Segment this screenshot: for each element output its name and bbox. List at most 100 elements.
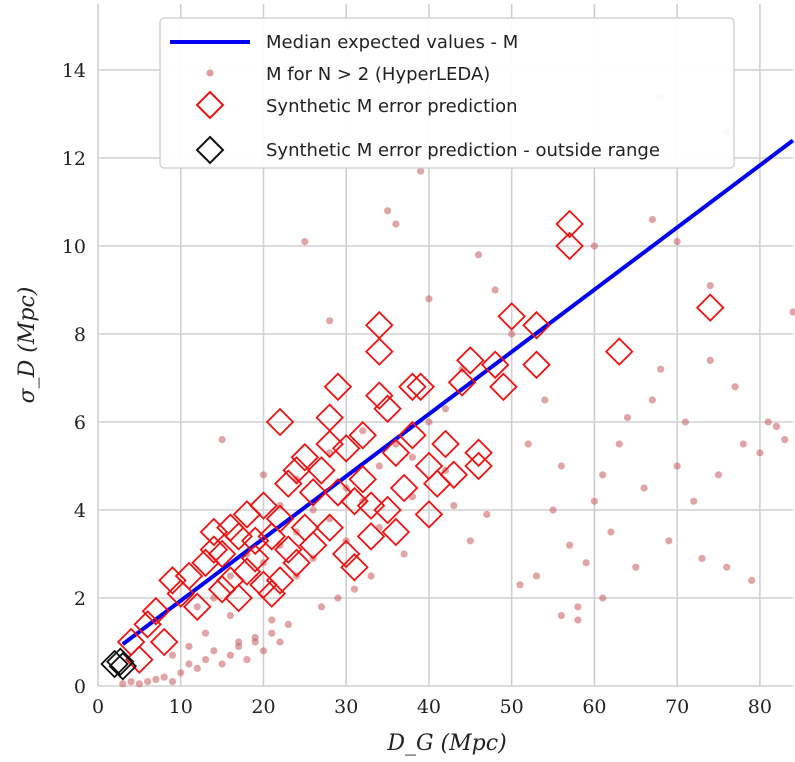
synthetic-diamond: [249, 491, 278, 520]
data-point: [657, 365, 665, 373]
synthetic-diamond: [381, 438, 411, 468]
data-point: [582, 559, 590, 567]
data-point: [483, 510, 491, 518]
synthetic-diamond: [149, 627, 179, 657]
data-point: [441, 405, 450, 413]
data-point: [417, 167, 425, 175]
synthetic-diamond: [315, 429, 344, 459]
data-point: [698, 554, 706, 563]
legend-swatch-red-diamond: [195, 90, 225, 120]
data-point: [392, 220, 400, 228]
data-point: [326, 317, 334, 325]
synthetic-diamond: [183, 592, 212, 622]
synthetic-diamond: [331, 539, 361, 569]
outside-range-diamond: [106, 647, 135, 677]
synthetic-diamond: [356, 491, 386, 520]
synthetic-diamond: [323, 372, 353, 402]
data-point: [284, 620, 292, 629]
synthetic-diamond: [406, 372, 435, 402]
y-tick-label: 14: [62, 60, 86, 82]
data-point: [268, 629, 276, 637]
data-point: [508, 330, 516, 338]
data-point: [334, 594, 342, 602]
data-point: [574, 616, 582, 624]
synthetic-diamond: [398, 420, 427, 450]
synthetic-diamond: [282, 456, 311, 485]
synthetic-diamond: [232, 557, 262, 586]
data-point: [425, 418, 433, 426]
synthetic-diamond: [604, 337, 634, 366]
synthetic-diamond: [431, 429, 460, 459]
data-point: [226, 651, 234, 659]
data-point: [673, 238, 681, 246]
data-point: [739, 440, 747, 448]
x-tick-label: 40: [417, 696, 441, 718]
synthetic-diamond: [389, 473, 419, 503]
data-point: [218, 660, 226, 668]
synthetic-diamond: [356, 522, 386, 551]
data-point: [648, 216, 656, 224]
data-point: [243, 656, 251, 664]
synthetic-diamond: [439, 460, 469, 490]
legend-swatch-dot: [206, 69, 214, 77]
data-point: [350, 585, 359, 593]
x-tick-label: 50: [500, 696, 524, 718]
data-point: [226, 612, 234, 620]
synthetic-diamond: [257, 579, 287, 608]
data-point: [566, 541, 574, 549]
synthetic-diamond: [133, 610, 162, 639]
synthetic-diamond: [265, 566, 295, 595]
synthetic-diamond: [240, 544, 270, 573]
y-tick-label: 6: [74, 412, 86, 434]
legend-label-synthetic: Synthetic M error prediction: [266, 96, 518, 117]
data-point: [541, 396, 549, 404]
synthetic-diamond: [365, 310, 394, 340]
data-point: [781, 436, 789, 444]
synthetic-diamond: [555, 231, 584, 261]
data-point: [185, 642, 193, 651]
synthetic-diamond: [158, 566, 187, 595]
synthetic-diamond: [489, 372, 518, 402]
synthetic-diamond: [265, 407, 295, 437]
synthetic-diamond: [373, 394, 402, 424]
data-point: [152, 675, 160, 684]
data-point: [375, 462, 383, 470]
y-tick-label: 8: [74, 324, 86, 346]
synthetic-diamond: [125, 645, 154, 674]
data-point: [557, 462, 565, 470]
axis-ticks: 0 10 20 30 40 50 60 70 80 0 2 4 6 8 10 12 14: [62, 60, 772, 718]
data-point: [532, 572, 541, 580]
synthetic-diamond: [331, 434, 361, 463]
synthetic-diamond: [340, 552, 369, 582]
dot-series: [119, 92, 795, 688]
data-point: [210, 647, 218, 655]
x-tick-label: 30: [334, 696, 358, 718]
data-point: [235, 638, 243, 646]
data-point: [764, 418, 772, 426]
data-point: [607, 528, 615, 536]
x-tick-label: 20: [251, 696, 275, 718]
synthetic-diamond: [373, 495, 402, 525]
y-tick-label: 0: [74, 676, 86, 698]
synthetic-diamond: [199, 517, 229, 547]
x-tick-label: 0: [92, 696, 104, 718]
synthetic-diamond: [298, 478, 328, 507]
synthetic-diamond: [141, 596, 171, 626]
data-point: [317, 603, 325, 611]
data-point: [383, 207, 392, 215]
legend-label-outside-range: Synthetic M error prediction - outside r…: [266, 140, 660, 161]
data-point: [590, 497, 599, 505]
data-point: [201, 629, 210, 637]
data-point: [168, 678, 177, 686]
synthetic-diamond: [522, 350, 551, 380]
data-point: [359, 427, 367, 435]
synthetic-diamond: [207, 539, 237, 569]
data-point: [632, 563, 640, 571]
data-point: [119, 680, 127, 688]
data-point: [549, 506, 557, 514]
data-point: [367, 572, 375, 580]
data-point: [706, 282, 714, 290]
synthetic-diamond: [381, 517, 411, 547]
synthetic-diamond: [315, 403, 344, 432]
synthetic-diamond: [497, 302, 526, 331]
